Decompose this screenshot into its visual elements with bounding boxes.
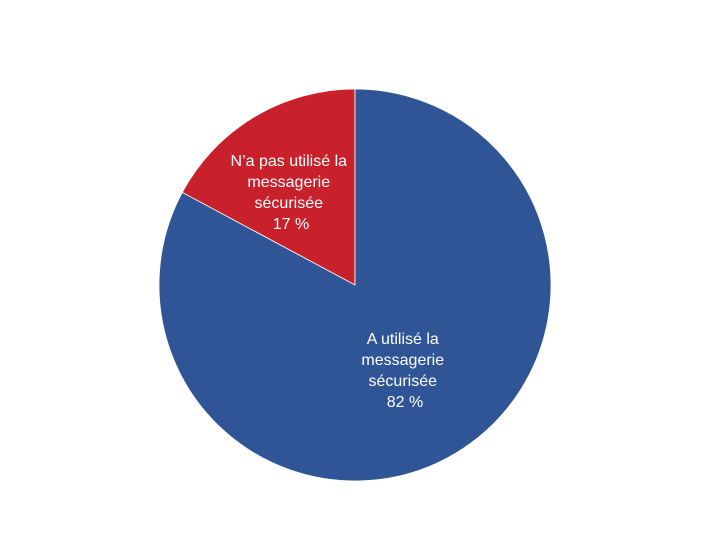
slice-label-used: A utilisé la messagerie sécurisée 82 % [361,331,448,411]
pie-slice-not-used [181,88,356,286]
pie-slice-used [158,88,552,482]
slice-label-not-used: N’a pas utilisé la messagerie sécurisée … [231,153,352,233]
